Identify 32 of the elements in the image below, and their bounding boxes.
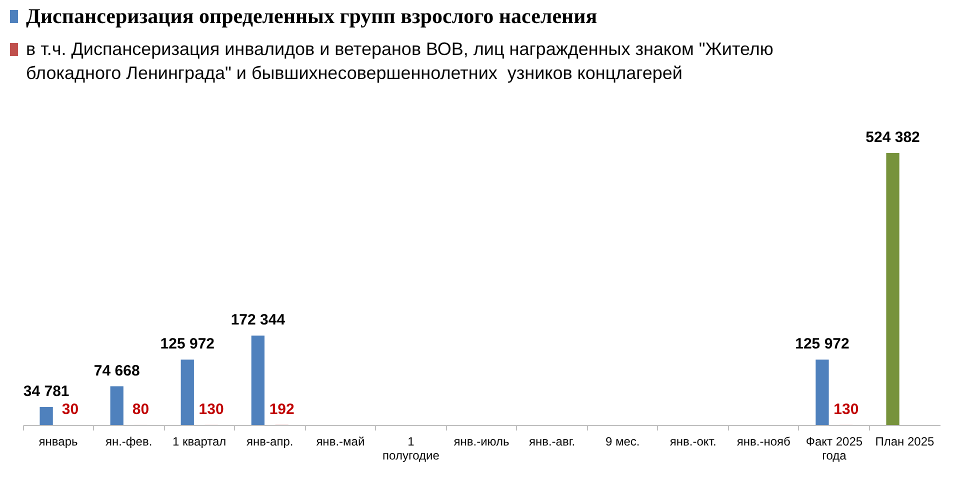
x-tick-label: ян.-фев. xyxy=(105,434,152,448)
data-label: 130 xyxy=(198,400,224,418)
data-label: 30 xyxy=(62,400,79,418)
x-tick-label: янв.-нояб xyxy=(736,434,791,448)
bar xyxy=(110,386,124,425)
x-tick-label: янв.-июль xyxy=(454,434,510,448)
bar xyxy=(251,336,265,425)
data-label: 192 xyxy=(269,400,294,418)
data-label: 125 972 xyxy=(160,336,215,353)
bar xyxy=(886,153,900,425)
x-tick-label: План 2025 xyxy=(875,434,935,448)
data-label: 172 344 xyxy=(230,312,286,329)
x-tick-label: янв.-окт. xyxy=(670,434,716,448)
x-tick-label: Факт 2025 года xyxy=(806,434,863,462)
data-label: 130 xyxy=(834,400,859,418)
data-label: 80 xyxy=(132,400,150,418)
x-tick-label: янв.-авг. xyxy=(528,434,576,448)
x-tick-label: 1 квартал xyxy=(172,434,226,448)
legend-label: в т.ч. Диспансеризация инвалидов и ветеранов ВОВ, лиц награжденных знаком "Жителю блокадного Ленинграда" и бывшихнесовершеннолетних узников концлагерей xyxy=(26,38,774,85)
bar xyxy=(40,406,53,425)
x-tick-label: янв-апр. xyxy=(246,434,294,448)
x-tick-label: 9 мес. xyxy=(605,434,640,448)
x-tick-label: январь xyxy=(38,434,78,448)
x-tick-label: янв.-май xyxy=(316,434,365,448)
data-label: 34 781 xyxy=(23,382,70,400)
bar xyxy=(180,360,194,425)
x-tick-label: 1 полугодие xyxy=(382,434,440,462)
data-label: 125 972 xyxy=(795,336,850,353)
bar xyxy=(816,360,829,425)
data-label: 524 382 xyxy=(866,129,920,146)
legend-label: Диспансеризация определенных групп взрослого населения xyxy=(26,4,598,29)
data-label: 74 668 xyxy=(94,362,140,380)
